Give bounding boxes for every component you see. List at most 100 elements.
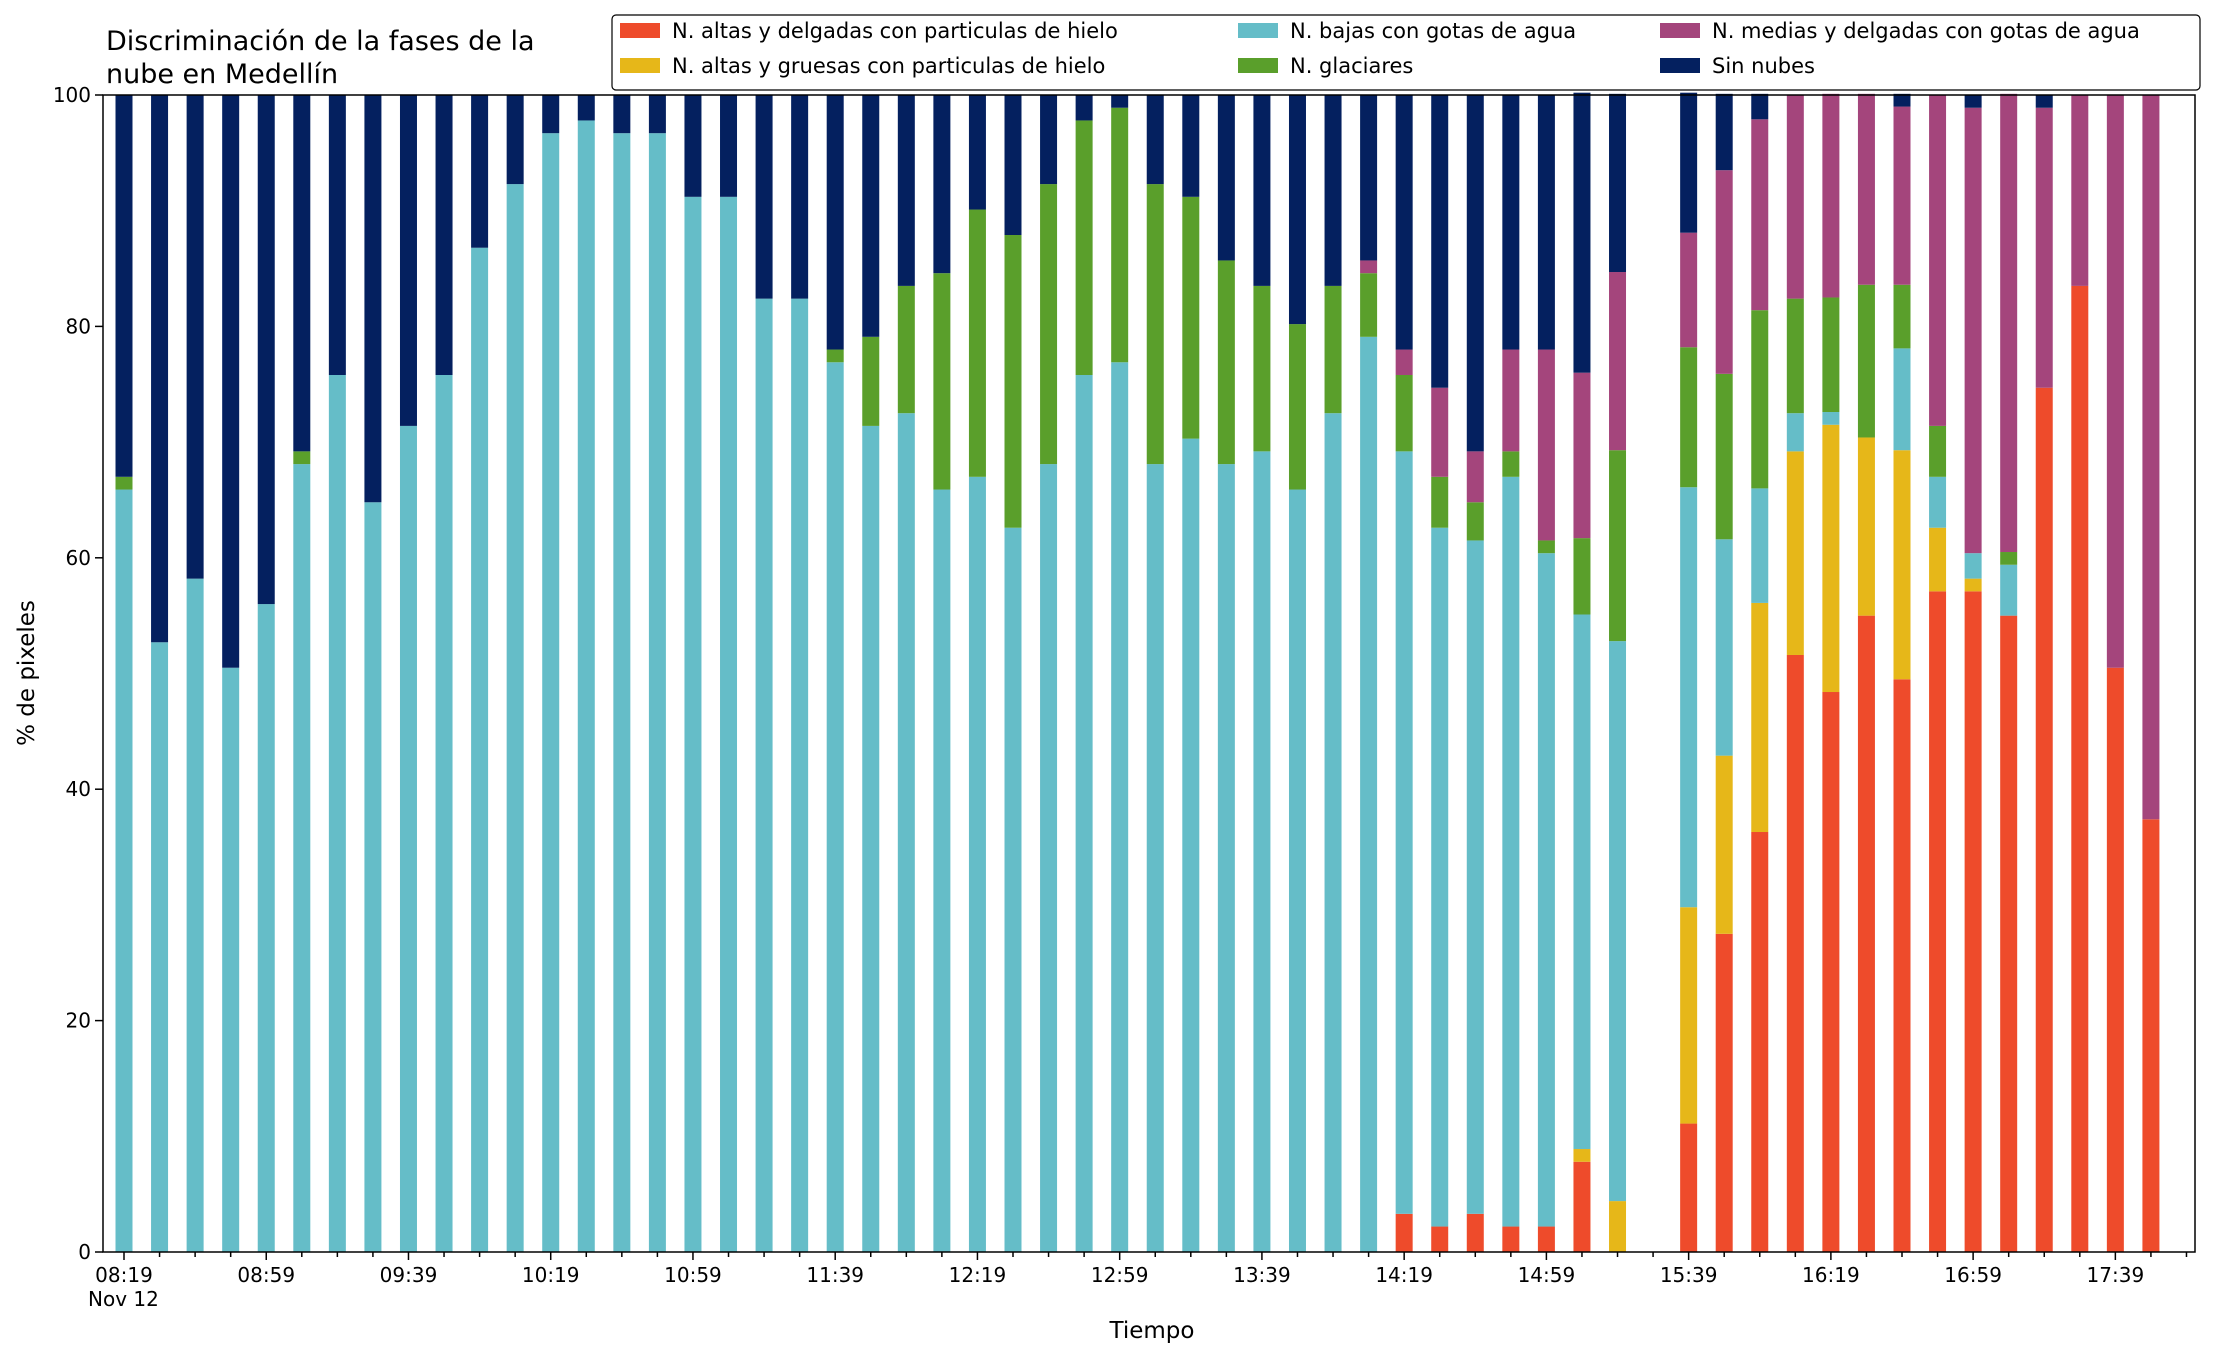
bar-1209-series-5 xyxy=(933,95,951,274)
bar-1709-series-3 xyxy=(2000,552,2018,565)
bar-1619-series-2 xyxy=(1822,412,1840,425)
bar-1639-series-5 xyxy=(1893,93,1911,107)
bar-0929-series-5 xyxy=(364,95,382,503)
bar-1549-series-0 xyxy=(1715,933,1733,1252)
bar-1039-series-2 xyxy=(613,133,631,1252)
bar-1259-series-5 xyxy=(1111,95,1129,108)
bar-1539-series-0 xyxy=(1680,1123,1698,1252)
bar-0859-series-2 xyxy=(257,604,275,1252)
bar-1349-series-3 xyxy=(1288,324,1306,490)
y-tick-label: 0 xyxy=(78,1240,91,1264)
bar-0909-series-2 xyxy=(293,464,311,1252)
bar-1719-series-5 xyxy=(2035,95,2053,108)
bar-1439-series-5 xyxy=(1466,95,1484,452)
legend-entry-label: N. bajas con gotas de agua xyxy=(1290,19,1576,43)
bar-1459-series-5 xyxy=(1537,95,1555,350)
bar-1309-series-5 xyxy=(1146,95,1164,185)
bar-1609-series-2 xyxy=(1786,413,1804,452)
y-tick-label: 60 xyxy=(66,546,91,570)
x-tick-label: 11:39 xyxy=(806,1263,864,1287)
bar-1249-series-3 xyxy=(1075,120,1093,375)
bar-1509-series-4 xyxy=(1573,372,1591,539)
bar-1349-series-5 xyxy=(1288,95,1306,325)
bar-1219-series-2 xyxy=(968,476,986,1252)
bar-1459-series-0 xyxy=(1537,1226,1555,1252)
bar-1309-series-3 xyxy=(1146,184,1164,465)
bar-1229-series-2 xyxy=(1004,527,1022,1252)
bar-0959-series-5 xyxy=(471,95,489,248)
bar-1249-series-2 xyxy=(1075,374,1093,1252)
legend-entry-label: Sin nubes xyxy=(1712,54,1815,78)
bar-1559-series-3 xyxy=(1751,310,1769,489)
bar-1639-series-0 xyxy=(1893,679,1911,1252)
bar-1309-series-2 xyxy=(1146,464,1164,1252)
bar-1049-series-5 xyxy=(648,95,666,134)
x-tick-label: 17:39 xyxy=(2087,1263,2145,1287)
chart-title-line-1: Discriminación de la fases de la xyxy=(106,26,535,57)
bar-1509-series-5 xyxy=(1573,92,1591,373)
bar-1059-series-5 xyxy=(684,95,702,197)
y-axis-label: % de pixeles xyxy=(14,600,40,746)
bar-0839-series-2 xyxy=(186,578,204,1252)
y-tick-label: 20 xyxy=(66,1009,91,1033)
bar-1539-series-2 xyxy=(1680,487,1698,908)
bar-0819-series-3 xyxy=(115,476,133,490)
bar-1559-series-2 xyxy=(1751,488,1769,603)
bar-1659-series-2 xyxy=(1964,553,1982,579)
x-tick-label: 15:39 xyxy=(1660,1263,1718,1287)
bar-1459-series-2 xyxy=(1537,553,1555,1227)
bar-1519-series-4 xyxy=(1609,272,1627,451)
bar-1049-series-2 xyxy=(648,133,666,1252)
bar-0909-series-5 xyxy=(293,95,311,452)
bar-1719-series-4 xyxy=(2035,107,2053,388)
bar-1119-series-2 xyxy=(755,298,773,1253)
bar-1149-series-3 xyxy=(862,336,880,426)
bar-1549-series-3 xyxy=(1715,373,1733,540)
bar-1139-series-2 xyxy=(826,362,844,1253)
bar-1559-series-4 xyxy=(1751,119,1769,311)
bar-1329-series-3 xyxy=(1217,260,1235,465)
bar-1239-series-3 xyxy=(1040,184,1058,465)
bar-1709-series-0 xyxy=(2000,615,2018,1252)
bar-1609-series-3 xyxy=(1786,298,1804,414)
bar-1439-series-3 xyxy=(1466,502,1484,541)
bar-1539-series-3 xyxy=(1680,347,1698,488)
bar-1259-series-3 xyxy=(1111,107,1129,363)
x-tick-sublabel: Nov 12 xyxy=(88,1287,159,1311)
bar-0939-series-5 xyxy=(399,95,417,426)
bar-1209-series-2 xyxy=(933,489,951,1252)
bar-1539-series-5 xyxy=(1680,92,1698,233)
bar-layer xyxy=(115,92,2160,1253)
legend-swatch xyxy=(1660,58,1700,73)
bar-1029-series-5 xyxy=(577,95,595,121)
bar-1509-series-2 xyxy=(1573,614,1591,1150)
bar-1339-series-2 xyxy=(1253,451,1271,1253)
bar-1429-series-3 xyxy=(1431,476,1449,528)
bar-1249-series-5 xyxy=(1075,95,1093,121)
bar-1609-series-1 xyxy=(1786,451,1804,655)
bar-1429-series-2 xyxy=(1431,527,1449,1227)
y-axis: 0 20 40 60 80 100 xyxy=(53,83,103,1264)
bar-1629-series-0 xyxy=(1857,615,1875,1252)
legend-swatch xyxy=(1238,58,1278,73)
legend-swatch xyxy=(1660,23,1700,38)
bar-1449-series-0 xyxy=(1502,1226,1520,1252)
bar-1409-series-2 xyxy=(1360,336,1378,1252)
bar-0909-series-3 xyxy=(293,451,311,465)
bar-1639-series-2 xyxy=(1893,348,1911,451)
bar-1509-series-3 xyxy=(1573,538,1591,615)
bar-1219-series-3 xyxy=(968,209,986,477)
bar-1149-series-5 xyxy=(862,95,880,337)
bar-0919-series-2 xyxy=(328,374,346,1252)
bar-1519-series-5 xyxy=(1609,93,1627,273)
bar-1329-series-5 xyxy=(1217,95,1235,261)
bar-1439-series-4 xyxy=(1466,451,1484,503)
bar-1429-series-4 xyxy=(1431,387,1449,477)
bar-1419-series-3 xyxy=(1395,374,1413,452)
x-tick-label: 14:19 xyxy=(1375,1263,1433,1287)
bar-0949-series-5 xyxy=(435,95,453,375)
bar-1519-series-3 xyxy=(1609,450,1627,642)
bar-1129-series-5 xyxy=(791,95,809,299)
bar-1319-series-5 xyxy=(1182,95,1200,197)
